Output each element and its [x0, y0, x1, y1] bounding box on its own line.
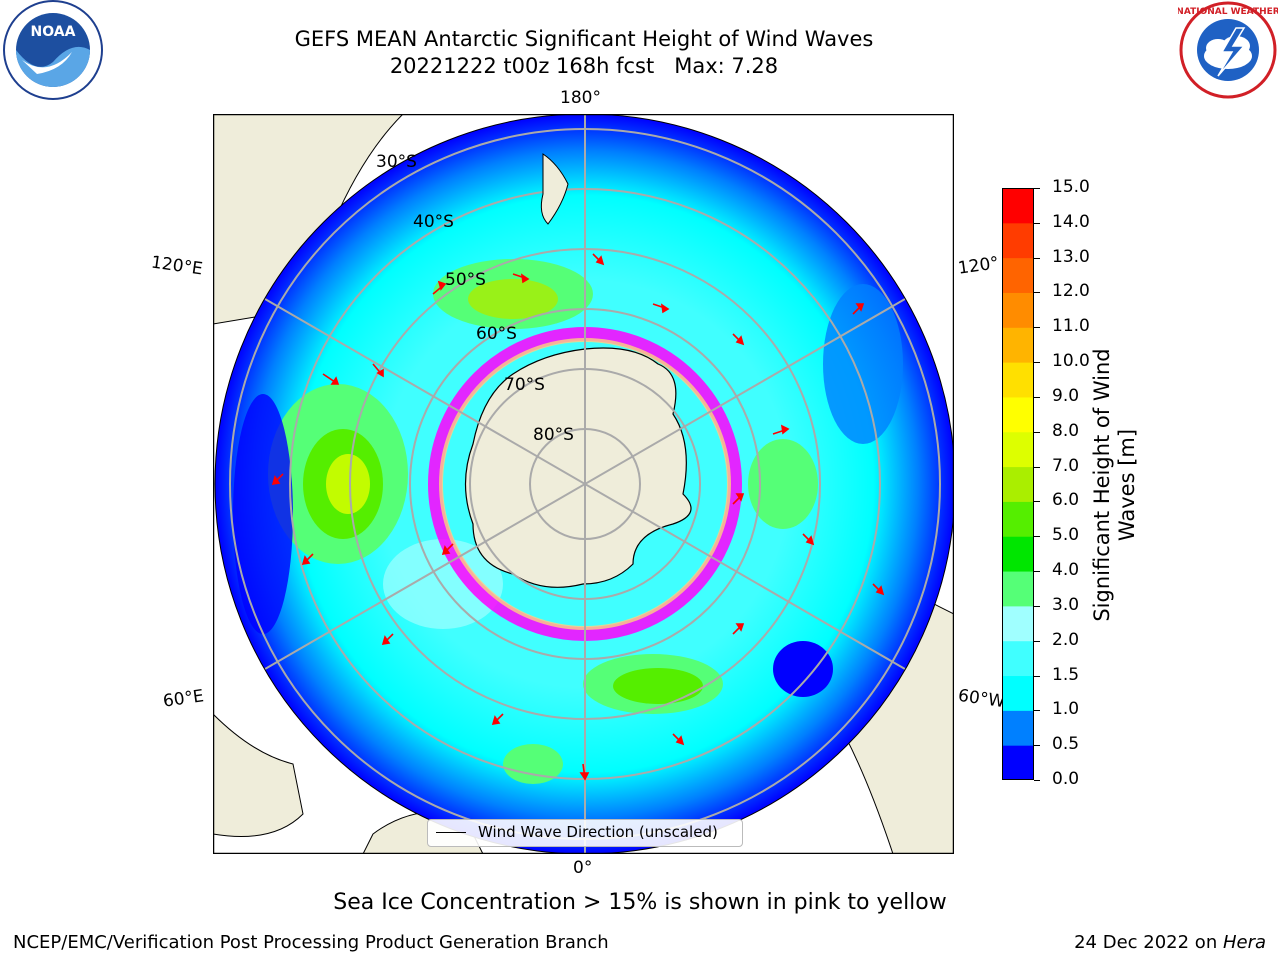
colorbar-tick-label: 2.0: [1052, 629, 1080, 650]
colorbar-tick-label: 13.0: [1052, 246, 1090, 267]
date-stamp: 24 Dec 2022 on Hera: [1074, 932, 1266, 953]
legend-line-swatch: [436, 832, 466, 833]
colorbar-tick-label: 15.0: [1052, 177, 1090, 197]
colorbar-tick-mark: [1034, 257, 1040, 259]
lon-label-120e: 120°E: [149, 252, 204, 280]
lon-label-60w: 60°W: [956, 685, 1007, 713]
lon-label-180: 180°: [560, 88, 601, 108]
colorbar-tick-label: 8.0: [1052, 420, 1080, 441]
lon-label-0: 0°: [573, 858, 593, 878]
colorbar-tick-mark: [1034, 745, 1040, 747]
lon-label-120w: 120°: [956, 253, 1001, 279]
colorbar-tick-label: 1.0: [1052, 699, 1080, 720]
colorbar-tick-mark: [1034, 188, 1040, 189]
svg-text:NATIONAL WEATHER: NATIONAL WEATHER: [1178, 7, 1278, 17]
colorbar-segment: [1002, 257, 1034, 293]
colorbar-segment: [1002, 536, 1034, 572]
sea-ice-note: Sea Ice Concentration > 15% is shown in …: [333, 890, 947, 915]
national-weather-service-logo: NATIONAL WEATHER: [1178, 1, 1278, 99]
map-legend: Wind Wave Direction (unscaled): [427, 819, 743, 847]
colorbar-tick-label: 1.5: [1052, 664, 1080, 685]
colorbar-tick-mark: [1034, 327, 1040, 329]
colorbar-segment: [1002, 362, 1034, 398]
colorbar-segment: [1002, 396, 1034, 433]
colorbar-label: Significant Height of Wind Waves [m]: [1090, 348, 1139, 622]
colorbar-tick-label: 3.0: [1052, 594, 1080, 615]
colorbar-segment: [1002, 466, 1034, 502]
colorbar-segment: [1002, 292, 1034, 328]
lon-label-60e: 60°E: [161, 686, 206, 712]
legend-label: Wind Wave Direction (unscaled): [478, 823, 718, 841]
colorbar-tick-label: 14.0: [1052, 211, 1090, 232]
colorbar-tick-label: 5.0: [1052, 525, 1080, 546]
colorbar-tick-mark: [1034, 501, 1040, 503]
colorbar: [1002, 188, 1034, 780]
colorbar-tick-label: 6.0: [1052, 490, 1080, 511]
colorbar-tick-label: 12.0: [1052, 281, 1090, 302]
colorbar-segment: [1002, 327, 1034, 363]
colorbar-segment: [1002, 640, 1034, 677]
colorbar-segment: [1002, 571, 1034, 607]
colorbar-segment: [1002, 675, 1034, 711]
colorbar-tick-mark: [1034, 571, 1040, 573]
noaa-logo: NOAA: [3, 0, 103, 100]
colorbar-tick-mark: [1034, 466, 1040, 468]
date-prefix: 24 Dec 2022 on: [1074, 932, 1223, 953]
antarctic-wave-map: [213, 114, 954, 854]
map-panel: 180° 0° 120°E 60°E 120° 60°W 30°S 40°S 5…: [150, 88, 1006, 878]
colorbar-border: [1002, 188, 1034, 780]
chart-subtitle: 20221222 t00z 168h fcst Max: 7.28: [389, 54, 779, 78]
colorbar-segment: [1002, 188, 1034, 224]
lat-label-80s: 80°S: [533, 425, 574, 445]
colorbar-tick-label: 10.0: [1052, 351, 1090, 372]
colorbar-tick-mark: [1034, 780, 1040, 781]
lat-label-50s: 50°S: [445, 270, 486, 290]
lat-label-60s: 60°S: [476, 324, 517, 344]
colorbar-tick-mark: [1034, 362, 1040, 364]
colorbar-tick-label: 9.0: [1052, 385, 1080, 406]
chart-title: GEFS MEAN Antarctic Significant Height o…: [294, 27, 874, 51]
colorbar-segment: [1002, 745, 1034, 780]
colorbar-tick-label: 4.0: [1052, 560, 1080, 581]
colorbar-tick-mark: [1034, 605, 1040, 607]
colorbar-tick-mark: [1034, 431, 1040, 433]
colorbar-segment: [1002, 710, 1034, 746]
colorbar-tick-mark: [1034, 292, 1040, 294]
colorbar-tick-label: 0.5: [1052, 734, 1080, 755]
antarctica-landmass: [464, 347, 692, 588]
wave-height-patches: [233, 259, 903, 784]
colorbar-tick-mark: [1034, 675, 1040, 677]
colorbar-tick-mark: [1034, 710, 1040, 712]
colorbar-tick-label: 7.0: [1052, 455, 1080, 476]
colorbar-tick-label: 0.0: [1052, 769, 1080, 789]
svg-text:NOAA: NOAA: [31, 24, 76, 40]
colorbar-segment: [1002, 222, 1034, 259]
colorbar-segment: [1002, 431, 1034, 468]
wind-wave-arrows: [271, 253, 885, 781]
colorbar-tick-mark: [1034, 222, 1040, 224]
colorbar-tick-mark: [1034, 396, 1040, 398]
lat-label-30s: 30°S: [376, 152, 417, 172]
lat-label-70s: 70°S: [504, 375, 545, 395]
credit-line: NCEP/EMC/Verification Post Processing Pr…: [13, 932, 609, 953]
date-host: Hera: [1222, 932, 1266, 953]
colorbar-segment: [1002, 605, 1034, 642]
colorbar-tick-mark: [1034, 640, 1040, 642]
colorbar-segment: [1002, 501, 1034, 537]
colorbar-tick-mark: [1034, 536, 1040, 538]
lat-label-40s: 40°S: [413, 212, 454, 232]
colorbar-tick-label: 11.0: [1052, 316, 1090, 337]
